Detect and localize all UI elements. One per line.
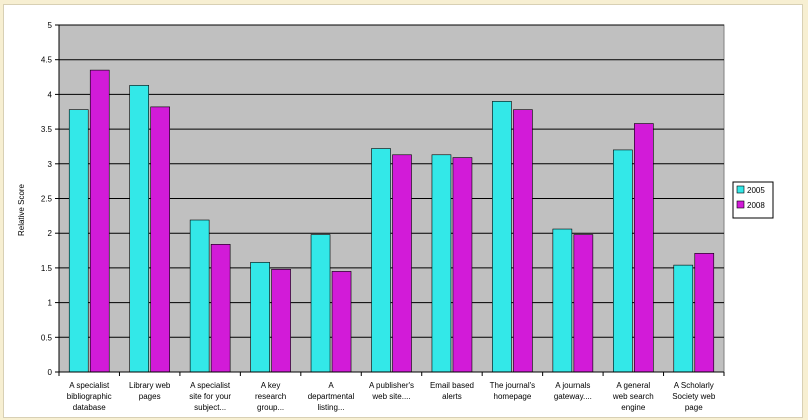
x-category-labels: A specialist bibliographic database Library… bbox=[58, 372, 725, 412]
category-label-line: page bbox=[685, 403, 703, 412]
category-label-line: A Scholarly bbox=[674, 381, 714, 390]
bar-2008-6 bbox=[452, 157, 473, 373]
bar-chart: 0 0.5 1 1.5 2 2.5 3 3.5 4 4.5 5 A specialist biblio… bbox=[17, 21, 774, 412]
category-label-line: web site.... bbox=[371, 392, 410, 401]
bar-2008-0 bbox=[89, 69, 110, 373]
category-label-line: bibliographic bbox=[67, 392, 112, 401]
legend-box bbox=[732, 181, 774, 219]
category-label-line: subject... bbox=[194, 403, 226, 412]
bars bbox=[68, 69, 715, 373]
y-tick-labels: 0 0.5 1 1.5 2 2.5 3 3.5 4 4.5 5 bbox=[41, 21, 59, 377]
category-label: A publisher's web site.... bbox=[369, 381, 414, 401]
category-label-line: The journal's bbox=[490, 381, 536, 390]
y-tick-label: 2.5 bbox=[41, 195, 53, 204]
category-label-line: homepage bbox=[494, 392, 532, 401]
category-label-line: Library web bbox=[129, 381, 171, 390]
bar-2008-5 bbox=[392, 154, 412, 373]
category-label-line: A publisher's bbox=[369, 381, 414, 390]
bar-2005-5 bbox=[371, 148, 391, 373]
category-label-line: research bbox=[255, 392, 286, 401]
bar-2005-8 bbox=[552, 228, 573, 373]
category-label-line: gateway.... bbox=[554, 392, 592, 401]
category-label-line: web search bbox=[612, 392, 654, 401]
bar-2008-1 bbox=[150, 106, 170, 373]
y-tick-label: 0.5 bbox=[41, 333, 53, 342]
category-label-line: A journals bbox=[555, 381, 590, 390]
category-label-line: A general bbox=[616, 381, 650, 390]
bar-2008-3 bbox=[271, 268, 291, 373]
category-label-line: Email based bbox=[430, 381, 474, 390]
y-tick-label: 1 bbox=[48, 299, 53, 308]
legend-label: 2008 bbox=[747, 201, 765, 210]
bar-2008-10 bbox=[694, 253, 715, 373]
bar-2008-7 bbox=[513, 109, 533, 373]
category-label: The journal's homepage bbox=[490, 381, 536, 401]
category-label-line: Society web bbox=[672, 392, 716, 401]
category-label-line: pages bbox=[139, 392, 161, 401]
y-tick-label: 4 bbox=[48, 90, 53, 99]
category-label-line: database bbox=[73, 403, 106, 412]
category-label: A specialist site for your subject... bbox=[189, 381, 231, 412]
legend-swatch-2005 bbox=[736, 185, 745, 194]
category-label: A specialist bibliographic database bbox=[67, 381, 112, 412]
category-label: A key research group... bbox=[255, 381, 286, 412]
category-label: Library web pages bbox=[129, 381, 171, 401]
bar-2005-10 bbox=[673, 264, 694, 373]
bar-2005-3 bbox=[250, 262, 270, 373]
chart-frame: 0 0.5 1 1.5 2 2.5 3 3.5 4 4.5 5 A specialist biblio… bbox=[3, 4, 803, 418]
y-tick-label: 3.5 bbox=[41, 125, 53, 134]
y-axis-title: Relative Score bbox=[17, 183, 26, 236]
bar-2005-4 bbox=[310, 234, 331, 373]
category-label-line: departmental bbox=[308, 392, 355, 401]
category-label-line: A key bbox=[261, 381, 281, 390]
bar-2008-2 bbox=[210, 244, 231, 373]
category-label: A journals gateway.... bbox=[554, 381, 592, 401]
bar-2005-6 bbox=[431, 154, 452, 373]
y-tick-label: 3 bbox=[48, 160, 53, 169]
bar-2005-2 bbox=[189, 219, 210, 373]
bar-2008-8 bbox=[573, 234, 594, 373]
category-label-line: listing... bbox=[317, 403, 344, 412]
category-label-line: alerts bbox=[442, 392, 462, 401]
category-label-line: A specialist bbox=[190, 381, 231, 390]
category-label-line: A specialist bbox=[69, 381, 110, 390]
bar-2005-9 bbox=[613, 149, 633, 373]
y-tick-label: 0 bbox=[48, 368, 53, 377]
bar-2005-1 bbox=[129, 85, 149, 373]
bar-2008-9 bbox=[634, 123, 654, 373]
y-tick-label: 2 bbox=[48, 229, 53, 238]
category-label: A general web search engine bbox=[612, 381, 654, 412]
category-label-line: group... bbox=[257, 403, 284, 412]
category-label-line: engine bbox=[621, 403, 646, 412]
category-label: A Scholarly Society web page bbox=[672, 381, 716, 412]
bar-2008-4 bbox=[331, 271, 352, 373]
category-label-line: site for your bbox=[189, 392, 231, 401]
y-tick-label: 5 bbox=[48, 21, 53, 30]
bar-2005-0 bbox=[68, 109, 89, 373]
y-tick-label: 4.5 bbox=[41, 56, 53, 65]
category-label: Email based alerts bbox=[430, 381, 474, 401]
legend: 2005 2008 bbox=[732, 181, 774, 219]
legend-label: 2005 bbox=[747, 186, 765, 195]
y-tick-label: 1.5 bbox=[41, 264, 53, 273]
category-label-line: A bbox=[328, 381, 334, 390]
bar-2005-7 bbox=[492, 101, 512, 373]
legend-swatch-2008 bbox=[736, 200, 745, 209]
